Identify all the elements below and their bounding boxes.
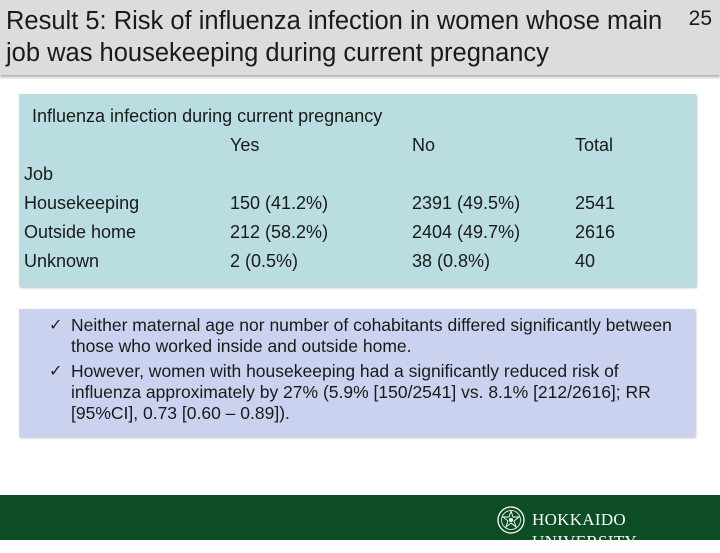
cell-outside-home-no: 2404 (49.7%) — [412, 222, 521, 242]
cell-housekeeping-no: 2391 (49.5%) — [412, 193, 521, 213]
checkmark-icon: ✓ — [49, 363, 63, 380]
row-group-label: Job — [24, 164, 54, 184]
slide-number: 25 — [688, 7, 712, 30]
column-header-yes: Yes — [230, 135, 260, 155]
findings-box: ✓ Neither maternal age nor number of coh… — [19, 309, 695, 437]
cell-housekeeping-total: 2541 — [575, 193, 616, 213]
row-label-housekeeping: Housekeeping — [24, 193, 140, 213]
table-caption: Influenza infection during current pregn… — [32, 106, 383, 126]
cell-outside-home-yes: 212 (58.2%) — [230, 222, 329, 242]
results-table: Influenza infection during current pregn… — [19, 94, 696, 287]
cell-unknown-total: 40 — [575, 251, 596, 271]
bullet-item: ✓ However, women with housekeeping had a… — [49, 361, 689, 424]
checkmark-icon: ✓ — [49, 317, 63, 334]
hokkaido-university-emblem-icon — [497, 506, 525, 534]
cell-unknown-no: 38 (0.8%) — [412, 251, 491, 271]
cell-unknown-yes: 2 (0.5%) — [230, 251, 299, 271]
bullet-text: However, women with housekeeping had a s… — [71, 361, 651, 423]
university-logo-text: HOKKAIDO UNIVERSITY — [532, 510, 637, 551]
row-label-outside-home: Outside home — [24, 222, 137, 242]
column-header-no: No — [412, 135, 436, 155]
bullet-text: Neither maternal age nor number of cohab… — [71, 315, 672, 356]
title-bar: Result 5: Risk of influenza infection in… — [0, 0, 720, 75]
cell-housekeeping-yes: 150 (41.2%) — [230, 193, 329, 213]
row-label-unknown: Unknown — [24, 251, 100, 271]
slide-title: Result 5: Risk of influenza infection in… — [6, 7, 663, 67]
cell-outside-home-total: 2616 — [575, 222, 616, 242]
footer-bar — [0, 495, 720, 540]
column-header-total: Total — [575, 135, 614, 155]
bullet-item: ✓ Neither maternal age nor number of coh… — [49, 315, 689, 357]
